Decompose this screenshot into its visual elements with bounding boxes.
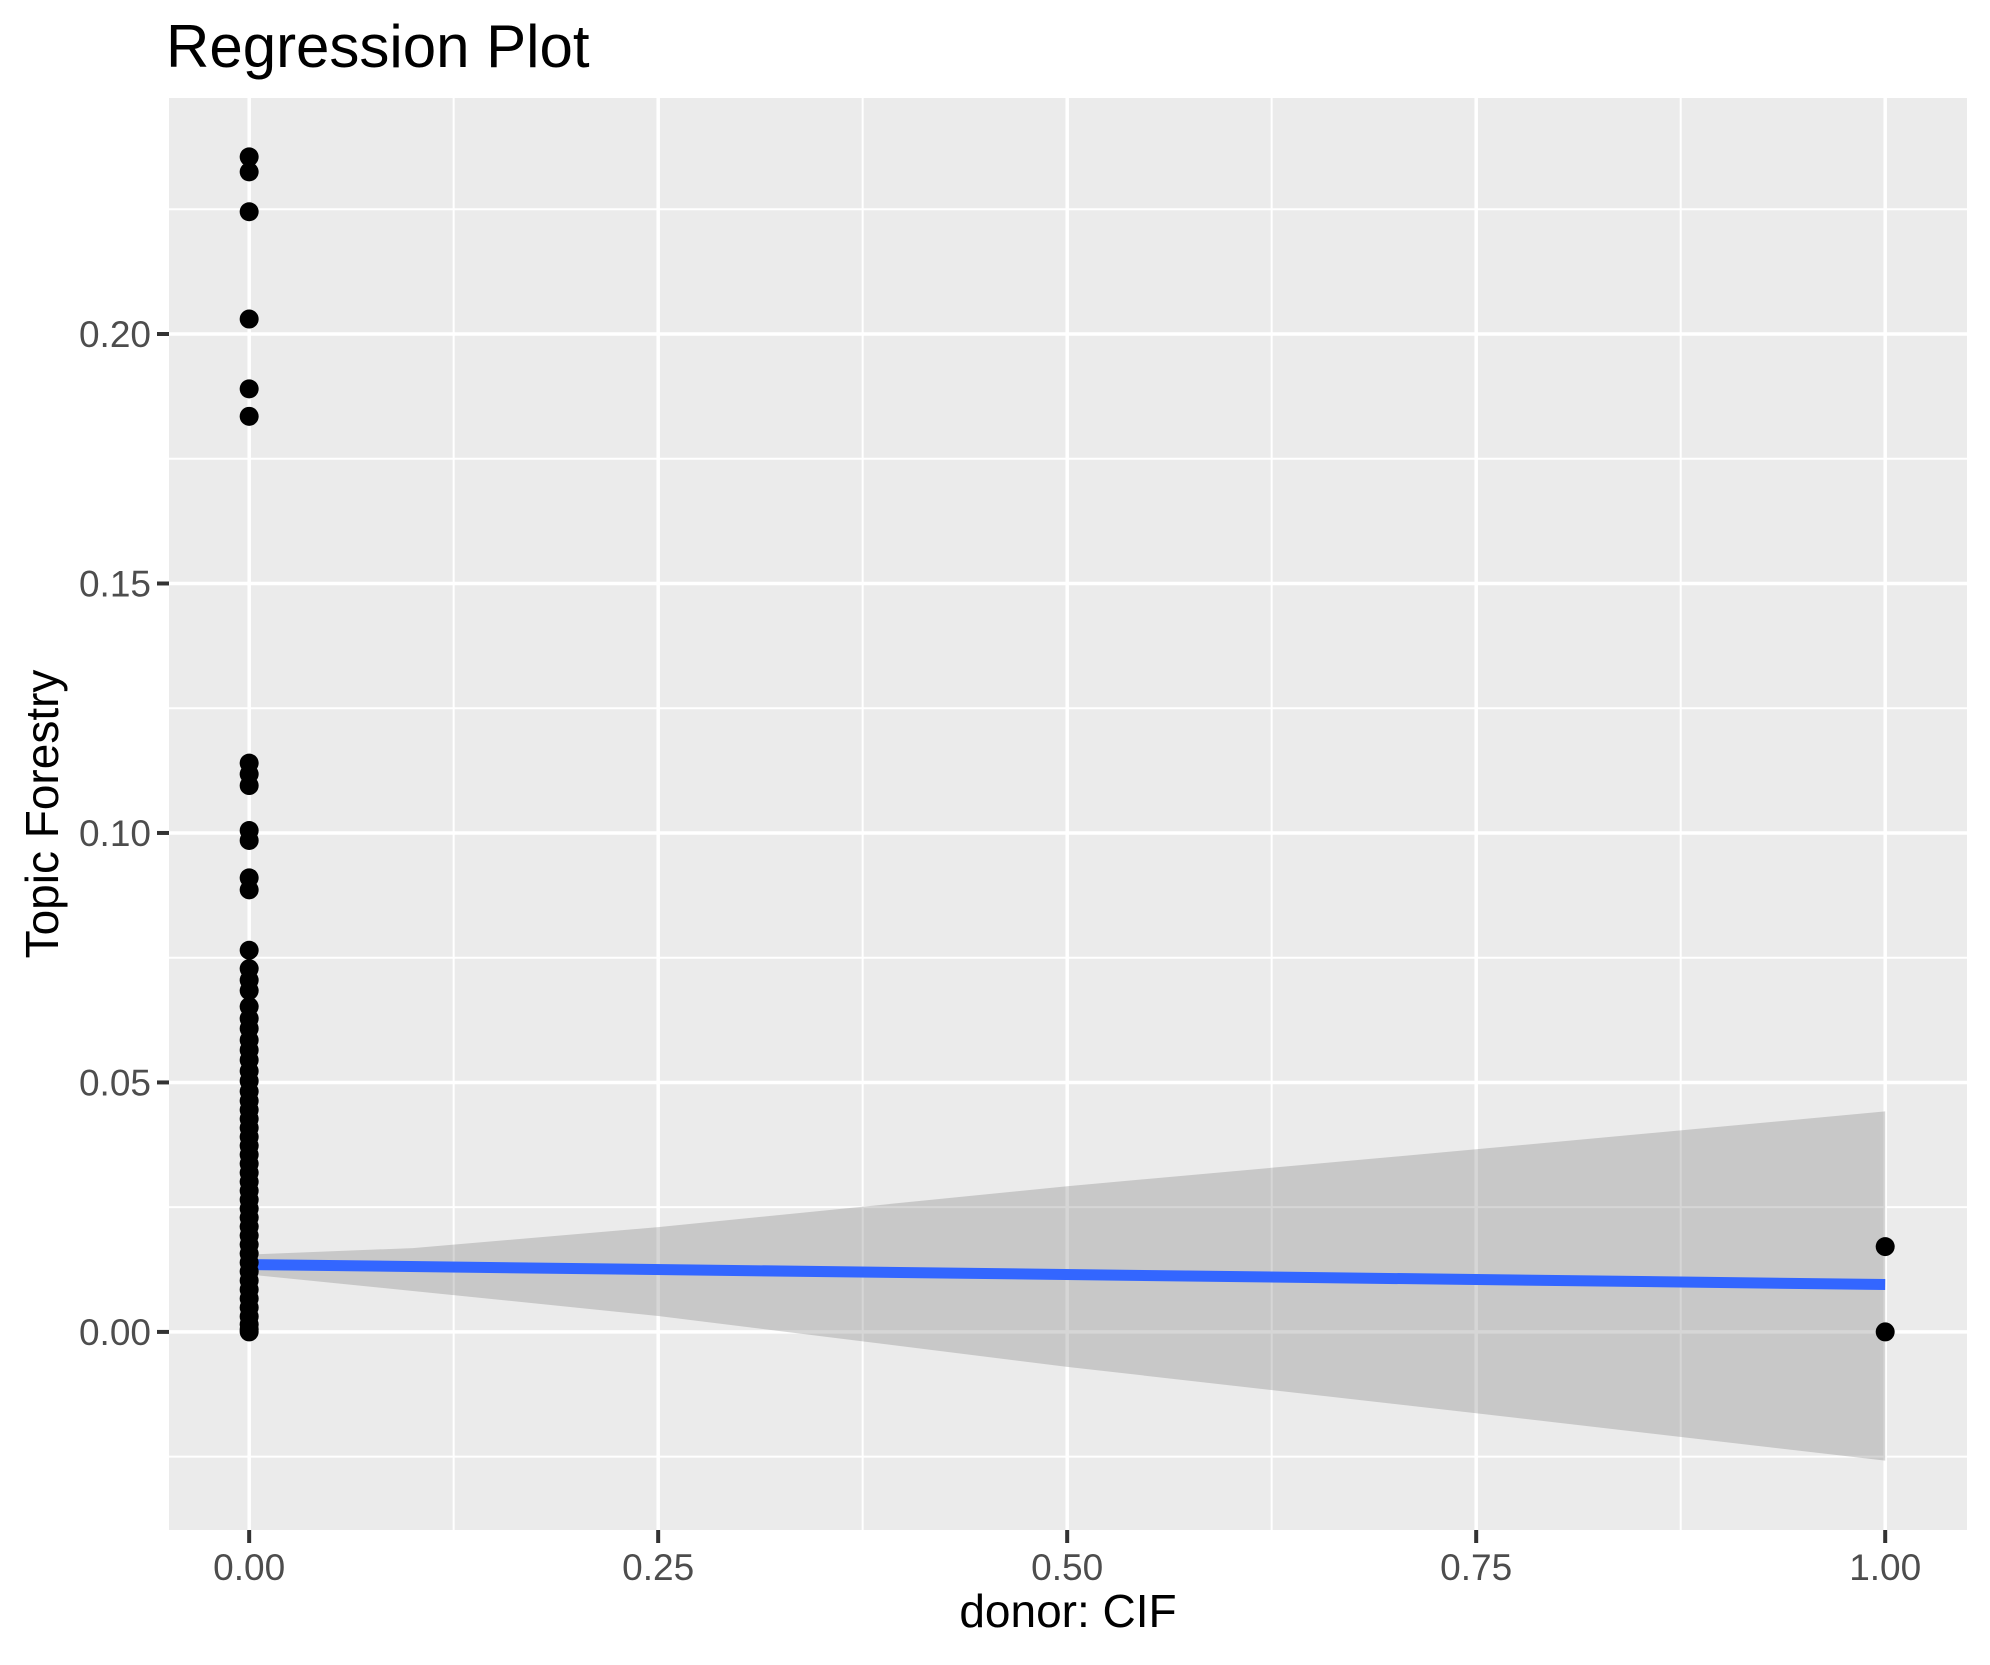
data-point [239, 776, 259, 796]
data-point [239, 202, 259, 222]
data-point [239, 981, 259, 1001]
y-tick-label: 0.05 [79, 1062, 151, 1103]
y-tick-label: 0.10 [79, 813, 151, 854]
y-tick-label: 0.15 [79, 563, 151, 604]
data-point [239, 147, 259, 167]
y-tick-label: 0.00 [79, 1312, 151, 1353]
y-tick-label: 0.20 [79, 314, 151, 355]
plot-title: Regression Plot [166, 13, 590, 80]
x-tick-label: 0.50 [1031, 1547, 1103, 1588]
data-point [239, 880, 259, 900]
data-point [239, 1322, 259, 1342]
data-point [239, 830, 259, 850]
x-tick-label: 0.00 [213, 1547, 285, 1588]
x-tick-label: 1.00 [1849, 1547, 1921, 1588]
data-point [239, 379, 259, 399]
data-point [1875, 1322, 1895, 1342]
confidence-band [249, 1111, 1886, 1461]
regression-line [249, 1259, 1886, 1291]
y-axis-title: Topic Forestry [16, 669, 68, 959]
x-tick-label: 0.75 [1440, 1547, 1512, 1588]
x-axis-title: donor: CIF [959, 1585, 1177, 1637]
data-point [239, 162, 259, 182]
x-tick-label: 0.25 [622, 1547, 694, 1588]
data-point [1875, 1237, 1895, 1257]
data-point [239, 406, 259, 426]
data-point [239, 309, 259, 329]
data-point [239, 940, 259, 960]
